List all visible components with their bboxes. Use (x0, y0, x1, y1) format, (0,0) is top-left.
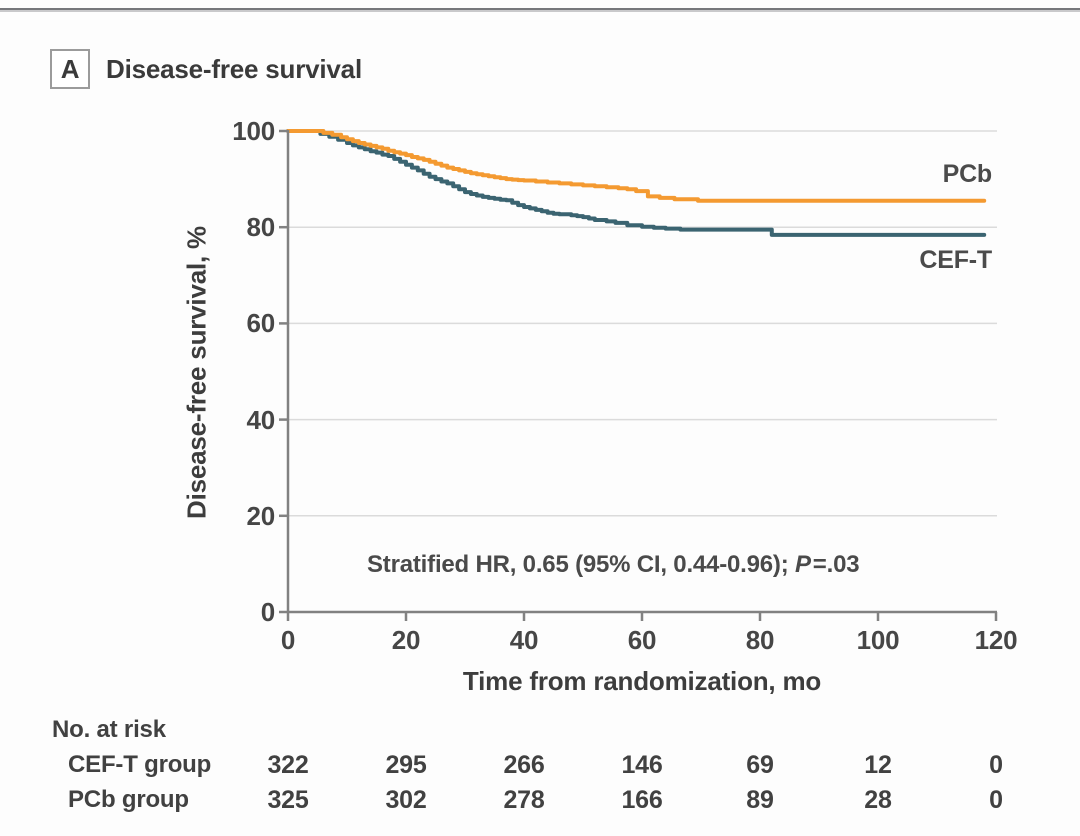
annotation-p-symbol: P (794, 551, 811, 578)
risk-count-cef-t-t100: 12 (864, 751, 892, 779)
y-tick-label-100: 100 (232, 116, 275, 146)
risk-row-label-pcb: PCb group (68, 786, 189, 813)
y-tick-label-40: 40 (246, 404, 275, 435)
risk-count-pcb-t100: 28 (864, 786, 892, 814)
panel-letter-badge: A (50, 49, 90, 89)
series-curve-pcb (286, 129, 987, 203)
risk-row-label-ceft: CEF-T group (68, 751, 212, 778)
curve-label-pcb: PCb (942, 160, 993, 188)
y-tick-label-20: 20 (246, 500, 275, 531)
y-tick-label-80: 80 (246, 212, 275, 243)
series-curve-cef-t (286, 129, 987, 237)
x-tick-label-80: 80 (745, 625, 775, 655)
risk-count-pcb-t60: 166 (621, 786, 663, 814)
y-axis-title: Disease-free survival, % (181, 226, 212, 519)
top-divider-rule (0, 8, 1080, 12)
risk-count-pcb-t0: 325 (267, 786, 309, 814)
risk-count-cef-t-t40: 266 (503, 751, 545, 779)
x-tick-label-120: 120 (974, 625, 1018, 655)
risk-count-cef-t-t80: 69 (746, 751, 774, 779)
hazard-ratio-annotation: Stratified HR, 0.65 (95% CI, 0.44-0.96);… (367, 551, 860, 579)
risk-count-pcb-t20: 302 (385, 786, 427, 814)
curve-label-ceft: CEF-T (919, 246, 992, 274)
y-tick-label-0: 0 (260, 597, 275, 627)
y-tick-label-60: 60 (246, 308, 275, 339)
risk-count-pcb-t120: 0 (989, 786, 1003, 814)
risk-count-cef-t-t120: 0 (989, 751, 1003, 779)
x-tick-label-100: 100 (856, 625, 900, 655)
risk-table-heading: No. at risk (52, 716, 166, 743)
risk-count-cef-t-t60: 146 (621, 751, 663, 779)
risk-count-cef-t-t0: 322 (267, 751, 309, 779)
risk-count-cef-t-t20: 295 (385, 751, 427, 779)
risk-count-pcb-t40: 278 (503, 786, 545, 814)
x-axis-title: Time from randomization, mo (462, 666, 822, 696)
panel-header: A Disease-free survival (50, 49, 362, 89)
x-tick-label-40: 40 (509, 625, 539, 655)
x-tick-label-0: 0 (280, 625, 296, 655)
x-tick-label-20: 20 (391, 625, 421, 655)
risk-count-pcb-t80: 89 (746, 786, 774, 814)
panel-title: Disease-free survival (106, 53, 362, 84)
annotation-prefix: Stratified HR, 0.65 (95% CI, 0.44-0.96); (367, 551, 795, 578)
annotation-p-value: =.03 (812, 551, 860, 578)
x-tick-label-60: 60 (627, 625, 657, 655)
